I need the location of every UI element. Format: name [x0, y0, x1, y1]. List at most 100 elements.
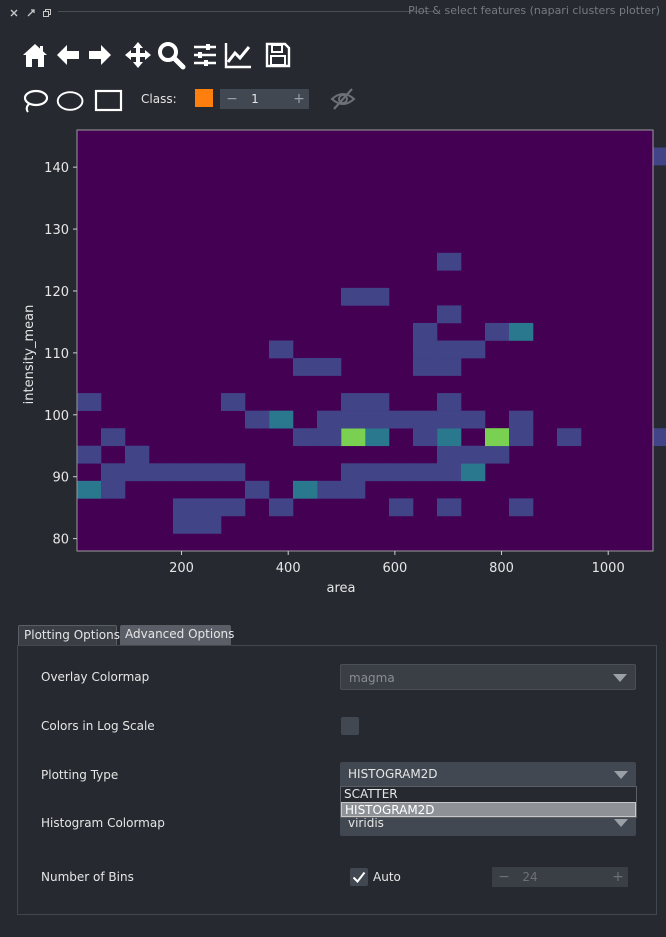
title-bar-divider — [58, 11, 434, 12]
plotting-type-dropdown: SCATTER HISTOGRAM2D — [340, 786, 637, 818]
x-tick-label: 400 — [276, 561, 301, 576]
decrement-button[interactable]: − — [498, 869, 510, 885]
selection-toolbar: Class: − 1 + — [20, 86, 420, 113]
save-icon[interactable] — [263, 40, 293, 70]
histogram-cell — [485, 428, 510, 447]
forward-icon[interactable] — [85, 40, 115, 70]
y-tick-label: 140 — [44, 161, 69, 176]
histogram-cell — [485, 445, 510, 464]
histogram-cell — [197, 498, 222, 517]
overlay-colormap-select[interactable]: magma — [340, 664, 636, 690]
histogram-cell — [341, 410, 366, 429]
histogram-cell — [413, 428, 438, 447]
histogram-cell — [173, 463, 198, 482]
histogram-cell — [365, 463, 390, 482]
histogram-colormap-value: viridis — [348, 816, 384, 830]
y-tick-label: 80 — [52, 533, 69, 548]
plotting-type-select[interactable]: HISTOGRAM2D — [340, 762, 636, 787]
chevron-down-icon — [614, 771, 628, 779]
histogram-colormap-label: Histogram Colormap — [41, 816, 165, 830]
histogram-cell — [341, 428, 366, 447]
histogram-cell — [365, 410, 390, 429]
chevron-down-icon — [614, 819, 628, 827]
histogram-cell — [461, 410, 486, 429]
x-tick-label: 800 — [489, 561, 514, 576]
title-bar: Plot & select features (napari clusters … — [0, 0, 666, 22]
histogram-cell — [437, 305, 462, 324]
histogram-cell — [317, 428, 342, 447]
configure-subplots-icon[interactable] — [190, 40, 220, 70]
y-axis-label: intensity_mean — [22, 305, 37, 405]
histogram-cell — [317, 358, 342, 376]
edit-axis-icon[interactable] — [223, 40, 253, 70]
histogram-cell — [509, 322, 534, 341]
bins-value: 24 — [522, 870, 538, 884]
histogram-cell — [437, 463, 462, 482]
tab-plotting-options[interactable]: Plotting Options — [18, 625, 120, 645]
histogram-cell — [77, 393, 102, 411]
log-scale-label: Colors in Log Scale — [41, 719, 155, 733]
log-scale-checkbox[interactable] — [341, 717, 359, 735]
zoom-icon[interactable] — [156, 40, 186, 70]
histogram2d-plot[interactable]: 200 400 600 800 1000 80 90 100 110 120 130 140 area i… — [0, 120, 666, 600]
tab-advanced-options[interactable]: Advanced Options — [120, 625, 234, 645]
histogram-cell — [413, 358, 438, 376]
histogram-cell — [413, 322, 438, 341]
histogram-cell — [653, 147, 666, 166]
histogram-cell — [77, 480, 102, 499]
histogram-cell — [389, 498, 414, 517]
histogram-cell — [509, 428, 534, 447]
pan-icon[interactable] — [123, 40, 153, 70]
decrement-button[interactable]: − — [226, 91, 238, 107]
hide-overlay-icon[interactable] — [330, 87, 356, 111]
x-axis-label: area — [327, 581, 356, 596]
back-icon[interactable] — [53, 40, 83, 70]
bins-auto-checkbox[interactable] — [350, 868, 368, 886]
histogram-cell — [101, 428, 126, 447]
class-spinbox[interactable]: − 1 + — [220, 89, 309, 109]
histogram-cell — [125, 445, 150, 464]
increment-button[interactable]: + — [612, 869, 624, 885]
lasso-icon[interactable] — [20, 86, 50, 113]
rectangle-icon[interactable] — [94, 86, 124, 112]
histogram-cell — [77, 445, 102, 464]
y-tick-label: 90 — [52, 471, 69, 486]
histogram-cell — [317, 410, 342, 429]
histogram-cell — [221, 498, 246, 517]
histogram-cell — [293, 480, 318, 499]
histogram-cell — [173, 498, 198, 517]
histogram-cell — [173, 515, 198, 534]
histogram-cell — [197, 463, 222, 482]
overlay-colormap-value: magma — [349, 671, 395, 685]
histogram-cell — [485, 322, 510, 341]
plotting-type-value: HISTOGRAM2D — [348, 767, 438, 781]
histogram-cell — [437, 428, 462, 447]
histogram-cell — [341, 463, 366, 482]
restore-icon[interactable] — [41, 4, 53, 17]
close-icon[interactable] — [8, 4, 20, 17]
bins-auto-label: Auto — [373, 870, 401, 884]
ellipse-icon[interactable] — [56, 86, 90, 112]
histogram-cell — [269, 340, 294, 359]
histogram-cell — [221, 463, 246, 482]
histogram-cell — [413, 410, 438, 429]
x-tick-label: 1000 — [592, 561, 625, 576]
histogram-cell — [317, 480, 342, 499]
y-tick-label: 110 — [44, 347, 69, 362]
float-icon[interactable] — [25, 4, 37, 17]
option-histogram2d[interactable]: HISTOGRAM2D — [341, 802, 636, 817]
x-tick-label: 600 — [382, 561, 407, 576]
histogram-cell — [341, 393, 366, 411]
histogram-cell — [413, 463, 438, 482]
histogram-cell — [509, 498, 534, 517]
option-scatter[interactable]: SCATTER — [344, 787, 398, 801]
histogram-cell — [269, 410, 294, 429]
bins-spinbox[interactable]: − 24 + — [492, 867, 628, 887]
histogram-cell — [293, 358, 318, 376]
plotting-type-label: Plotting Type — [41, 768, 119, 782]
increment-button[interactable]: + — [293, 91, 305, 107]
home-icon[interactable] — [20, 40, 50, 70]
histogram-cell — [293, 428, 318, 447]
histogram-cell — [269, 498, 294, 517]
histogram-cell — [221, 393, 246, 411]
